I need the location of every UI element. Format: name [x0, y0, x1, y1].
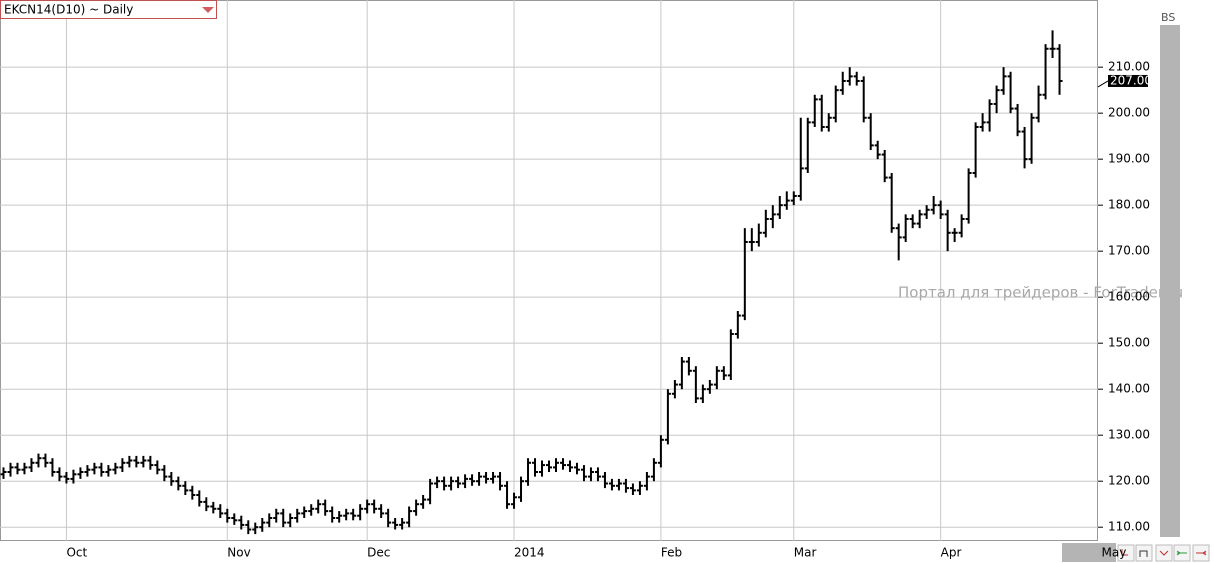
- x-tick-label: Feb: [661, 546, 682, 560]
- plot-frame: [0, 0, 1098, 541]
- y-tick-label: 160.00: [1108, 290, 1150, 304]
- y-tick-label: 130.00: [1108, 428, 1150, 442]
- y-tick-label: 210.00: [1108, 60, 1150, 74]
- watermark: Портал для трейдеров - ForTrader.ru: [898, 284, 1183, 302]
- panel-label: BS: [1161, 11, 1175, 24]
- x-tick-label: 2014: [514, 546, 545, 560]
- y-tick-label: 200.00: [1108, 106, 1150, 120]
- scrollbar[interactable]: [1160, 25, 1180, 537]
- y-tick-label: 120.00: [1108, 474, 1150, 488]
- tool-icon: [1176, 550, 1187, 556]
- last-price-box: [1108, 74, 1148, 87]
- tool-icon: [1121, 549, 1128, 556]
- symbol-dropdown[interactable]: [0, 0, 217, 19]
- grid: [0, 0, 1098, 541]
- x-tick-label: May: [1101, 546, 1126, 560]
- x-tick-label: Mar: [794, 546, 817, 560]
- x-tick-label: Nov: [227, 546, 250, 560]
- y-tick-label: 170.00: [1108, 244, 1150, 258]
- tool-button[interactable]: [1135, 544, 1153, 562]
- x-scroll[interactable]: [1062, 543, 1116, 562]
- bars: [0, 30, 1063, 535]
- y-tick-label: 110.00: [1108, 520, 1150, 534]
- y-tick-label: 150.00: [1108, 336, 1150, 350]
- tool-icon: [1139, 550, 1148, 557]
- dropdown-arrow[interactable]: [202, 7, 214, 13]
- x-tick-label: Oct: [66, 546, 87, 560]
- x-tick-label: Dec: [367, 546, 390, 560]
- toolbar: [1117, 544, 1210, 562]
- symbol-label: EKCN14(D10) ~ Daily: [4, 3, 133, 17]
- last-price-label: 207.00: [1110, 73, 1152, 87]
- tool-icon: [1159, 550, 1169, 556]
- y-tick-label: 140.00: [1108, 382, 1150, 396]
- last-price-pointer: [1097, 80, 1109, 88]
- x-tick-label: Apr: [941, 546, 962, 560]
- tool-button[interactable]: [1155, 544, 1173, 562]
- y-tick-label: 190.00: [1108, 152, 1150, 166]
- y-tick-label: 180.00: [1108, 198, 1150, 212]
- tool-icon: [1196, 550, 1207, 556]
